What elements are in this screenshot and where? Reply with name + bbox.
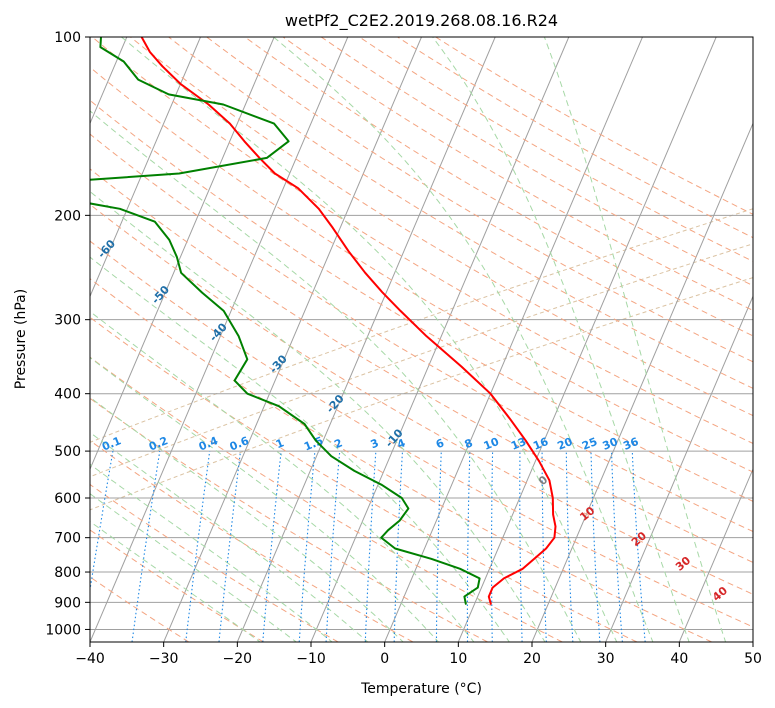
isotherm xyxy=(531,122,753,642)
mixing-ratio-label: 13 xyxy=(509,435,528,453)
mixing-ratio-line xyxy=(631,451,646,642)
y-tick-label: 100 xyxy=(54,30,81,46)
moist-adiabat xyxy=(90,463,333,642)
dry-adiabat xyxy=(90,356,563,642)
x-axis-label: Temperature (°C) xyxy=(360,681,482,697)
moist-adiabat xyxy=(90,396,404,642)
plot-frame xyxy=(89,36,754,643)
y-tick-label: 1000 xyxy=(45,622,81,638)
isotherm xyxy=(605,295,753,642)
isotherm xyxy=(90,37,275,471)
dry-adiabat xyxy=(168,37,753,389)
moist-adiabats xyxy=(90,37,727,642)
x-tick-label: −40 xyxy=(75,651,105,667)
dry-adiabat xyxy=(90,316,638,642)
sounding-series xyxy=(90,37,557,605)
isotherm xyxy=(678,467,753,642)
mixing-ratio-line xyxy=(131,451,161,642)
x-tick-label: 40 xyxy=(670,651,688,667)
mixing-ratio-label: 16 xyxy=(531,435,550,453)
background-guides xyxy=(90,208,753,511)
mixing-ratio-label: 20 xyxy=(555,435,574,453)
moist-adiabat xyxy=(90,310,475,642)
background-curve xyxy=(90,243,753,478)
x-tick-label: −30 xyxy=(149,651,179,667)
moist-adiabat xyxy=(90,431,369,642)
mixing-ratio-label: 30 xyxy=(601,435,620,453)
mixing-ratio-label: 25 xyxy=(580,435,599,453)
y-axis-label: Pressure (hPa) xyxy=(13,289,29,389)
mixing-ratio-label: 36 xyxy=(621,435,640,453)
temperature-line xyxy=(140,37,557,605)
moist-adiabat xyxy=(90,256,511,642)
isotherm xyxy=(457,37,717,642)
moist-adiabat xyxy=(90,520,262,642)
y-tick-label: 800 xyxy=(54,565,81,581)
mixing-ratio-label: 2 xyxy=(332,436,344,451)
moist-adiabat xyxy=(90,493,298,642)
dry-adiabat xyxy=(90,99,753,502)
x-tick-label: 20 xyxy=(523,651,541,667)
mixing-ratio-label: 1 xyxy=(274,436,286,451)
dry-adiabat xyxy=(90,133,753,533)
isotherm xyxy=(90,37,349,642)
isotherm xyxy=(236,37,496,642)
y-tick-label: 400 xyxy=(54,387,81,403)
mixing-ratio-line xyxy=(298,451,316,642)
dry-adiabat xyxy=(90,483,339,642)
gridlines xyxy=(90,37,753,630)
mixing-ratio-label: 8 xyxy=(463,436,475,451)
dry-adiabat xyxy=(90,66,753,473)
x-tick-label: 50 xyxy=(744,651,762,667)
dry-adiabats xyxy=(90,37,753,642)
mixing-ratio-line xyxy=(90,451,114,594)
dewpoint-line xyxy=(90,37,481,605)
moist-adiabat xyxy=(432,37,690,642)
mixing-ratio-line xyxy=(185,451,211,642)
isotherm xyxy=(163,37,422,642)
y-tick-label: 600 xyxy=(54,491,81,507)
dry-adiabat xyxy=(90,168,753,563)
chart-title: wetPf2_C2E2.2019.268.08.16.R24 xyxy=(285,11,558,31)
axis-ticks: −40 −30 −20 −10 0 10 20 30 40 50 100 200 300 400 500 60… xyxy=(45,30,762,667)
moist-adiabat xyxy=(121,37,618,642)
y-tick-label: 900 xyxy=(54,595,81,611)
mixing-ratio-line xyxy=(262,451,282,642)
dry-adiabat xyxy=(130,37,753,417)
moist-adiabat xyxy=(90,356,440,642)
isotherm xyxy=(90,37,201,298)
dry-adiabat xyxy=(90,203,753,595)
y-tick-label: 700 xyxy=(54,531,81,547)
dry-adiabat xyxy=(206,37,753,363)
dry-adiabat xyxy=(91,37,753,444)
isotherm xyxy=(384,37,643,642)
dry-adiabat xyxy=(90,240,753,628)
y-tick-label: 300 xyxy=(54,313,81,329)
mixing-ratio-label: 3 xyxy=(369,436,381,451)
x-tick-label: 10 xyxy=(449,651,467,667)
x-tick-label: 0 xyxy=(380,651,389,667)
mixing-ratio-line xyxy=(218,451,242,642)
x-tick-label: 30 xyxy=(597,651,615,667)
y-tick-label: 200 xyxy=(54,208,81,224)
moist-adiabat xyxy=(543,37,727,642)
x-tick-label: −20 xyxy=(223,651,253,667)
mixing-ratio-lines xyxy=(90,451,646,642)
x-tick-label: −10 xyxy=(296,651,326,667)
moist-adiabat xyxy=(273,37,654,642)
y-tick-label: 500 xyxy=(54,444,81,460)
mixing-ratio-label: 10 xyxy=(482,435,501,453)
